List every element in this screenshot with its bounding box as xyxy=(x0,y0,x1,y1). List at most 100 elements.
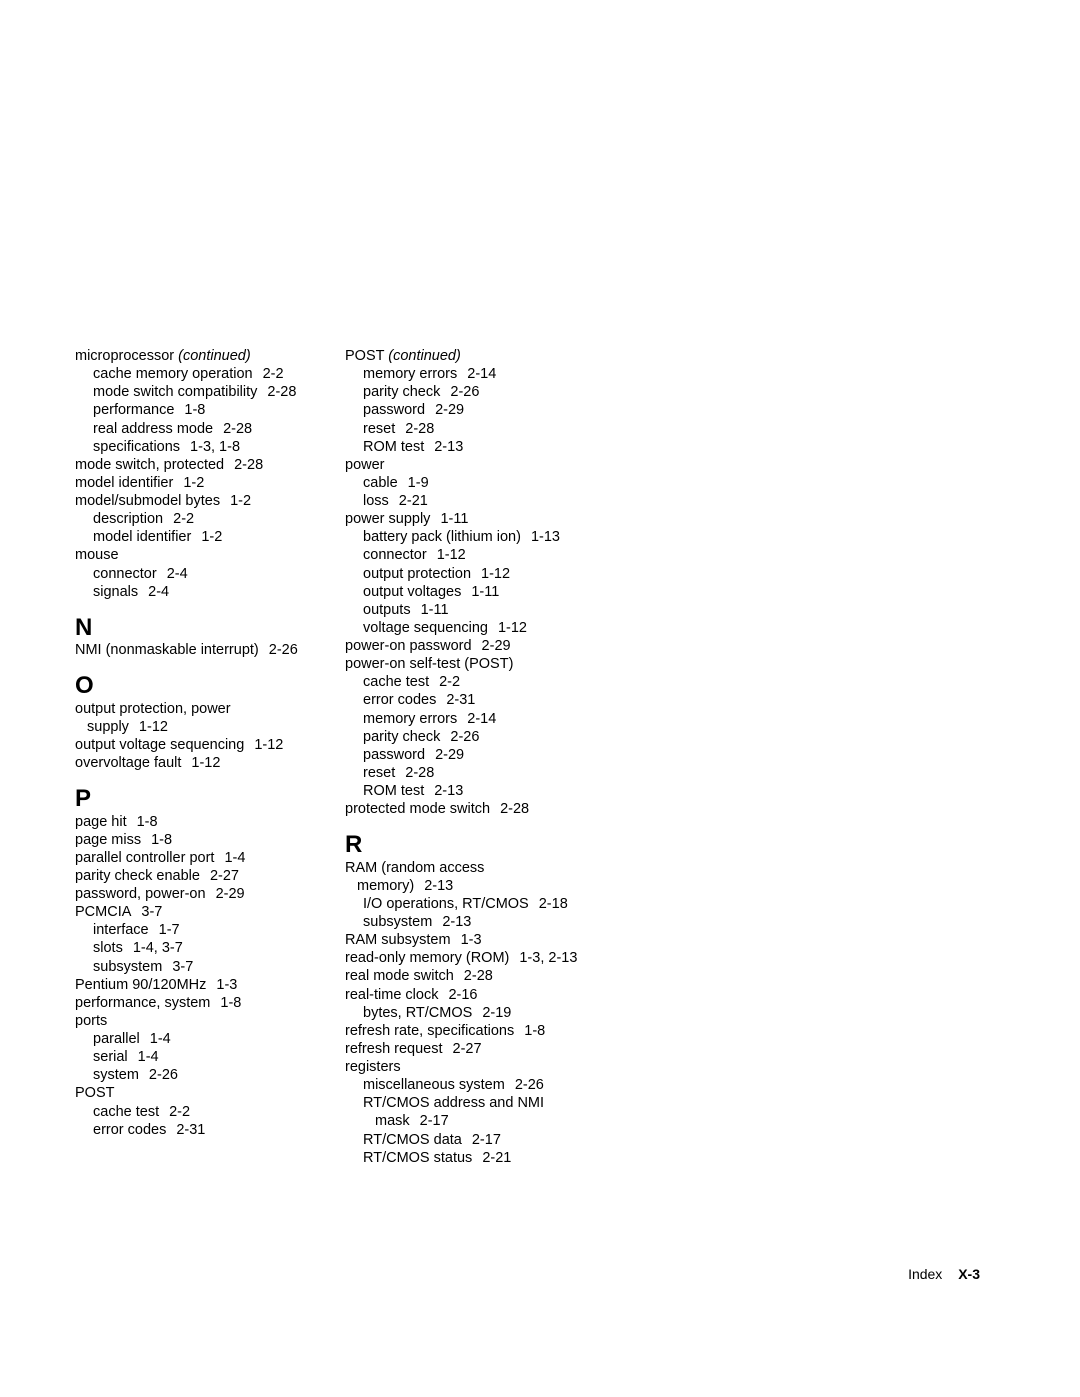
index-subentry: parity check2-26 xyxy=(345,728,595,746)
entry-page: 1-4 xyxy=(150,1031,171,1047)
index-entry: output protection, power xyxy=(75,700,325,718)
entry-term: mode switch compatibility xyxy=(93,384,257,400)
entry-term: performance, system xyxy=(75,995,210,1011)
entry-term: output voltage sequencing xyxy=(75,737,244,753)
index-subentry: serial1-4 xyxy=(75,1048,325,1066)
entry-page: 2-13 xyxy=(424,878,453,894)
entry-page: 2-21 xyxy=(399,493,428,509)
entry-term: RT/CMOS status xyxy=(363,1150,472,1166)
index-subentry: subsystem 2-13 xyxy=(345,913,595,931)
entry-page: 1-8 xyxy=(184,402,205,418)
index-entry: RAM (random access xyxy=(345,859,595,877)
entry-term: serial xyxy=(93,1049,128,1065)
entry-term: ROM test xyxy=(363,439,424,455)
entry-term: memory) xyxy=(357,878,414,894)
entry-page: 2-2 xyxy=(439,674,460,690)
entry-term: ports xyxy=(75,1013,107,1029)
index-subentry: cache test2-2 xyxy=(75,1103,325,1121)
index-entry: parallel controller port1-4 xyxy=(75,849,325,867)
entry-term: RT/CMOS address and NMI xyxy=(363,1095,544,1111)
footer-page-number: X-3 xyxy=(958,1266,980,1282)
page-footer: Index X-3 xyxy=(908,1266,980,1282)
index-subentry-wrap: mask2-17 xyxy=(345,1112,595,1130)
index-subentry: password2-29 xyxy=(345,401,595,419)
entry-page: 2-13 xyxy=(434,439,463,455)
entry-term: cache test xyxy=(363,674,429,690)
section-letter-o: O xyxy=(75,673,325,699)
entry-term: parity check xyxy=(363,729,440,745)
entry-term: NMI (nonmaskable interrupt) xyxy=(75,642,259,658)
entry-term: POST xyxy=(75,1085,114,1101)
index-entry: parity check enable2-27 xyxy=(75,867,325,885)
entry-page: 2-31 xyxy=(446,692,475,708)
entry-page: 1-12 xyxy=(254,737,283,753)
entry-page: 1-4, 3-7 xyxy=(133,940,183,956)
entry-term: signals xyxy=(93,584,138,600)
entry-term: RAM subsystem xyxy=(345,932,451,948)
entry-term: memory errors xyxy=(363,366,457,382)
index-subentry: loss2-21 xyxy=(345,492,595,510)
entry-term: RT/CMOS data xyxy=(363,1132,462,1148)
entry-term: real mode switch xyxy=(345,968,454,984)
index-entry: mouse xyxy=(75,546,325,564)
continued-label: (continued) xyxy=(388,348,461,364)
index-entry: power-on self-test (POST) xyxy=(345,655,595,673)
entry-page: 2-26 xyxy=(450,384,479,400)
index-subentry: performance1-8 xyxy=(75,401,325,419)
index-subentry: password2-29 xyxy=(345,746,595,764)
entry-page: 2-29 xyxy=(482,638,511,654)
entry-term: read-only memory (ROM) xyxy=(345,950,509,966)
index-subentry: output protection1-12 xyxy=(345,565,595,583)
index-subentry: subsystem3-7 xyxy=(75,958,325,976)
index-columns: microprocessor (continued) cache memory … xyxy=(75,347,1005,1167)
entry-term: miscellaneous system xyxy=(363,1077,505,1093)
entry-term: output voltages xyxy=(363,584,461,600)
entry-term: model identifier xyxy=(75,475,173,491)
entry-page: 2-2 xyxy=(173,511,194,527)
entry-page: 2-4 xyxy=(167,566,188,582)
entry-term: mode switch, protected xyxy=(75,457,224,473)
index-entry: password, power-on2-29 xyxy=(75,885,325,903)
entry-term: error codes xyxy=(363,692,436,708)
entry-term: power-on self-test (POST) xyxy=(345,656,513,672)
entry-term: cache memory operation xyxy=(93,366,253,382)
index-entry: real-time clock2-16 xyxy=(345,986,595,1004)
entry-term: overvoltage fault xyxy=(75,755,181,771)
index-entry: mode switch, protected2-28 xyxy=(75,456,325,474)
index-subentry: cache memory operation2-2 xyxy=(75,365,325,383)
entry-term: I/O operations, RT/CMOS xyxy=(363,896,529,912)
index-entry: page miss1-8 xyxy=(75,831,325,849)
entry-page: 1-8 xyxy=(524,1023,545,1039)
index-entry: model identifier 1-2 xyxy=(75,474,325,492)
index-subentry: ROM test 2-13 xyxy=(345,438,595,456)
index-subentry: memory errors 2-14 xyxy=(345,365,595,383)
entry-page: 1-3 xyxy=(461,932,482,948)
index-entry-wrap: memory) 2-13 xyxy=(345,877,595,895)
entry-page: 3-7 xyxy=(172,959,193,975)
entry-page: 2-21 xyxy=(482,1150,511,1166)
entry-page: 2-14 xyxy=(467,366,496,382)
index-subentry: system2-26 xyxy=(75,1066,325,1084)
entry-page: 1-11 xyxy=(471,584,499,600)
index-entry: ports xyxy=(75,1012,325,1030)
entry-term: microprocessor xyxy=(75,348,174,364)
entry-term: refresh rate, specifications xyxy=(345,1023,514,1039)
entry-term: parallel controller port xyxy=(75,850,214,866)
entry-page: 2-13 xyxy=(442,914,471,930)
post-cont-head: POST (continued) xyxy=(345,347,595,365)
entry-page: 3-7 xyxy=(141,904,162,920)
entry-page: 2-13 xyxy=(434,783,463,799)
index-subentry: reset2-28 xyxy=(345,764,595,782)
entry-term: supply xyxy=(87,719,129,735)
index-subentry: connector1-12 xyxy=(345,546,595,564)
entry-page: 2-16 xyxy=(448,987,477,1003)
entry-term: subsystem xyxy=(363,914,432,930)
index-subentry: slots1-4, 3-7 xyxy=(75,939,325,957)
continued-label: (continued) xyxy=(178,348,251,364)
entry-page: 2-28 xyxy=(223,421,252,437)
entry-term: battery pack (lithium ion) xyxy=(363,529,521,545)
entry-term: model/submodel bytes xyxy=(75,493,220,509)
index-entry: PCMCIA3-7 xyxy=(75,903,325,921)
index-subentry: error codes 2-31 xyxy=(345,691,595,709)
entry-page: 1-2 xyxy=(183,475,204,491)
